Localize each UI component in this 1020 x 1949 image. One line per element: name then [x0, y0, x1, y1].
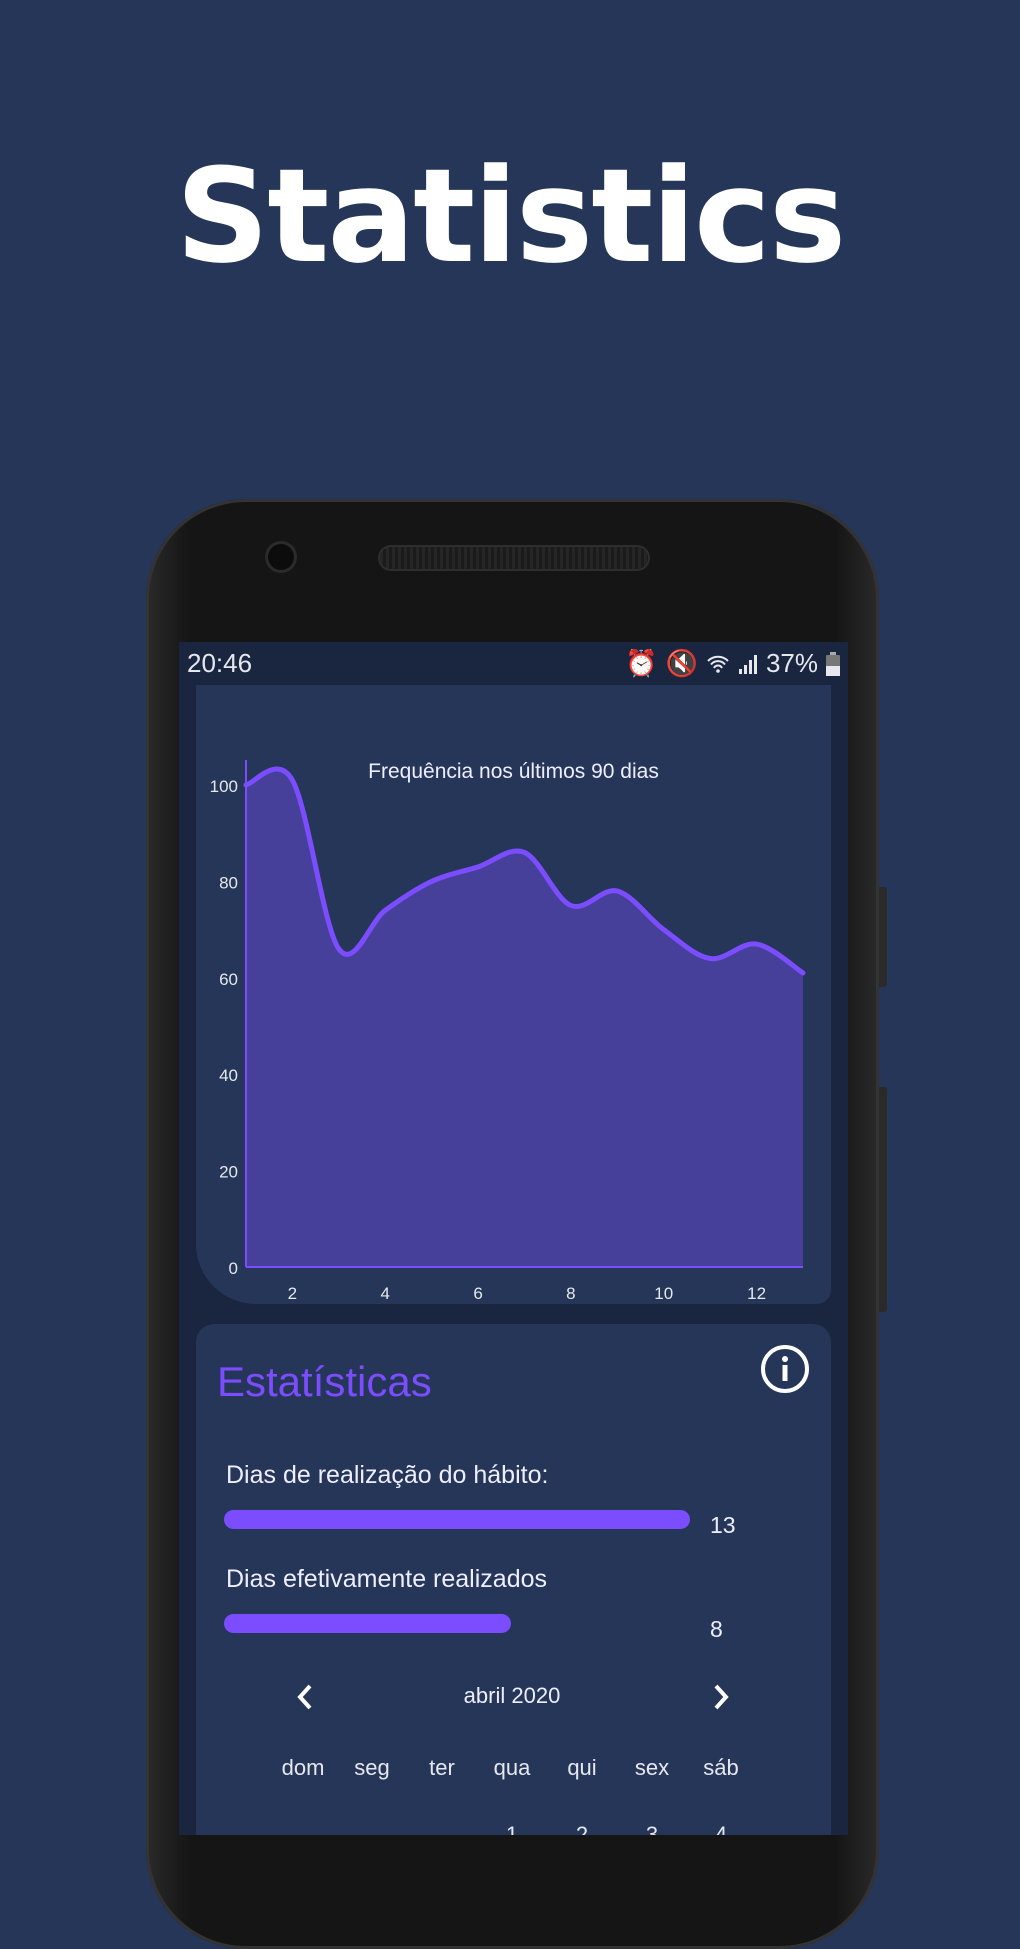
- calendar-month: abril 2020: [463, 1683, 561, 1708]
- y-tick-label: 100: [210, 777, 238, 796]
- speaker-grille: [380, 547, 648, 569]
- stat-bar: [224, 1614, 511, 1633]
- chevron-left-icon[interactable]: [293, 1682, 317, 1712]
- frequency-chart: 0 20 40 60 80 100 2 4 6 8 10 12: [210, 760, 806, 1303]
- y-tick-label: 80: [219, 873, 238, 892]
- stats-title: Estatísticas: [217, 1358, 432, 1405]
- x-tick-label: 12: [747, 1284, 766, 1303]
- stat-label: Dias efetivamente realizados: [226, 1565, 547, 1593]
- y-tick-label: 0: [229, 1259, 238, 1278]
- info-icon[interactable]: [760, 1344, 810, 1394]
- status-time: 20:46: [187, 648, 253, 678]
- x-tick-label: 4: [381, 1284, 390, 1303]
- chart-card: Frequência nos últimos 90 dias 0 20 40 60 80…: [196, 685, 831, 1304]
- volume-button: [879, 887, 887, 987]
- weekday-label: qua: [493, 1755, 531, 1780]
- status-bar: 20:46 ⏰ 🔇 37%: [179, 642, 848, 685]
- stats-card: [196, 1324, 831, 1835]
- power-button: [879, 1087, 887, 1312]
- battery-percent: 37%: [765, 648, 818, 678]
- x-tick-label: 6: [473, 1284, 482, 1303]
- camera: [268, 544, 294, 570]
- stat-value: 8: [710, 1616, 723, 1642]
- x-tick-label: 10: [654, 1284, 673, 1303]
- calendar-day[interactable]: 1: [505, 1822, 519, 1835]
- weekday-label: qui: [567, 1755, 597, 1780]
- stat-value: 13: [710, 1512, 736, 1538]
- stat-bar: [224, 1510, 690, 1529]
- wifi-icon: [707, 655, 729, 673]
- y-tick-label: 20: [219, 1163, 238, 1182]
- weekday-label: dom: [281, 1755, 325, 1780]
- phone-screen: 20:46 ⏰ 🔇 37% Frequência nos últimos 90 …: [179, 642, 848, 1835]
- calendar-day[interactable]: 2: [575, 1822, 589, 1835]
- y-tick-label: 60: [219, 970, 238, 989]
- series-line: [243, 766, 806, 976]
- chart-title: Frequência nos últimos 90 dias: [368, 760, 659, 783]
- stat-label: Dias de realização do hábito:: [226, 1461, 549, 1489]
- area-fill: [246, 769, 803, 1267]
- weekday-label: ter: [429, 1755, 455, 1780]
- battery-icon: [826, 651, 840, 676]
- x-tick-label: 2: [288, 1284, 297, 1303]
- y-tick-label: 40: [219, 1066, 238, 1085]
- headline: Statistics: [175, 140, 847, 292]
- mute-icon: 🔇: [665, 648, 698, 678]
- weekday-label: sex: [634, 1755, 670, 1780]
- calendar-day[interactable]: 4: [714, 1822, 728, 1835]
- x-tick-label: 8: [566, 1284, 575, 1303]
- weekday-label: seg: [354, 1755, 390, 1780]
- weekday-label: sáb: [703, 1755, 739, 1780]
- calendar-day[interactable]: 3: [645, 1822, 659, 1835]
- alarm-icon: ⏰: [625, 648, 658, 678]
- signal-icon: [738, 654, 757, 674]
- chevron-right-icon[interactable]: [709, 1682, 733, 1712]
